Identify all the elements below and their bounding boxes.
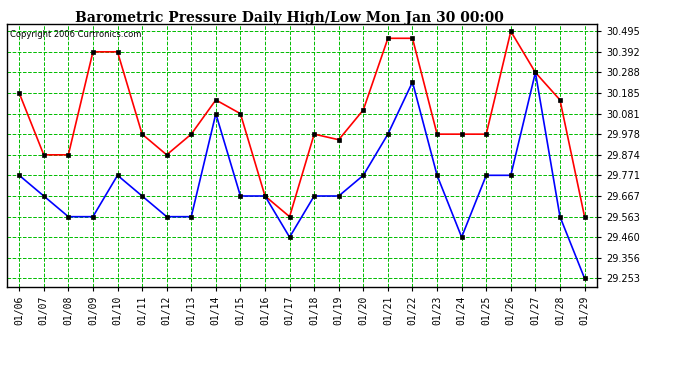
Text: Copyright 2006 Curtronics.com: Copyright 2006 Curtronics.com [10,30,141,39]
Text: Barometric Pressure Daily High/Low Mon Jan 30 00:00: Barometric Pressure Daily High/Low Mon J… [75,11,504,25]
